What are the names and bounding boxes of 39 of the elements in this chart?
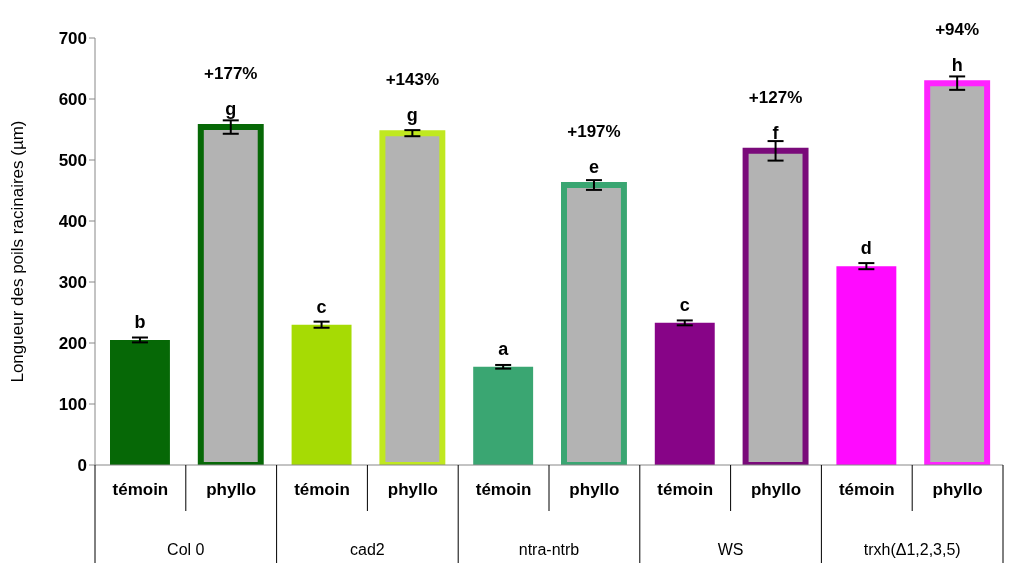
data-label: c <box>679 294 690 315</box>
data-label: g <box>406 105 418 126</box>
y-tick-label: 500 <box>58 151 87 171</box>
series-label: phyllo <box>206 480 257 499</box>
x-tick-label: cad2 <box>350 541 385 558</box>
data-label: g <box>225 99 237 120</box>
x-tick-label: Col 0 <box>167 541 205 558</box>
data-label: h <box>951 55 963 76</box>
text: témoin <box>294 480 350 499</box>
x-tick-label: trxh(Δ1,2,3,5) <box>863 541 961 558</box>
text: phyllo <box>387 480 438 499</box>
annotation: +177% <box>204 64 258 84</box>
data-label: a <box>498 338 510 359</box>
data-label: b <box>134 311 146 332</box>
y-tick-label: 600 <box>58 90 87 110</box>
y-tick-label: 200 <box>58 334 87 354</box>
text: témoin <box>657 480 714 499</box>
y-tick-label: 300 <box>58 273 87 293</box>
y-tick-label: 400 <box>58 212 87 232</box>
series-label: témoin <box>112 480 169 499</box>
y-tick-label: 100 <box>58 395 87 415</box>
text: phyllo <box>932 480 983 499</box>
y-axis-title: Longueur des poils racinaires (µm) <box>8 120 28 383</box>
annotation: +197% <box>567 122 621 142</box>
x-tick-label: WS <box>717 541 744 558</box>
data-label: d <box>860 238 872 259</box>
text: témoin <box>838 480 895 499</box>
text: témoin <box>475 480 532 499</box>
annotation: +143% <box>385 70 440 90</box>
data-label: c <box>316 296 327 317</box>
x-tick-label: ntra-ntrb <box>518 541 580 558</box>
y-tick-label: 0 <box>77 456 87 476</box>
text: phyllo <box>569 480 620 499</box>
data-label: e <box>588 157 599 178</box>
y-tick-label: 700 <box>58 29 87 49</box>
text: phyllo <box>750 480 802 499</box>
data-label: f <box>772 122 780 143</box>
annotation: +94% <box>935 20 980 40</box>
annotation: +127% <box>748 87 803 107</box>
